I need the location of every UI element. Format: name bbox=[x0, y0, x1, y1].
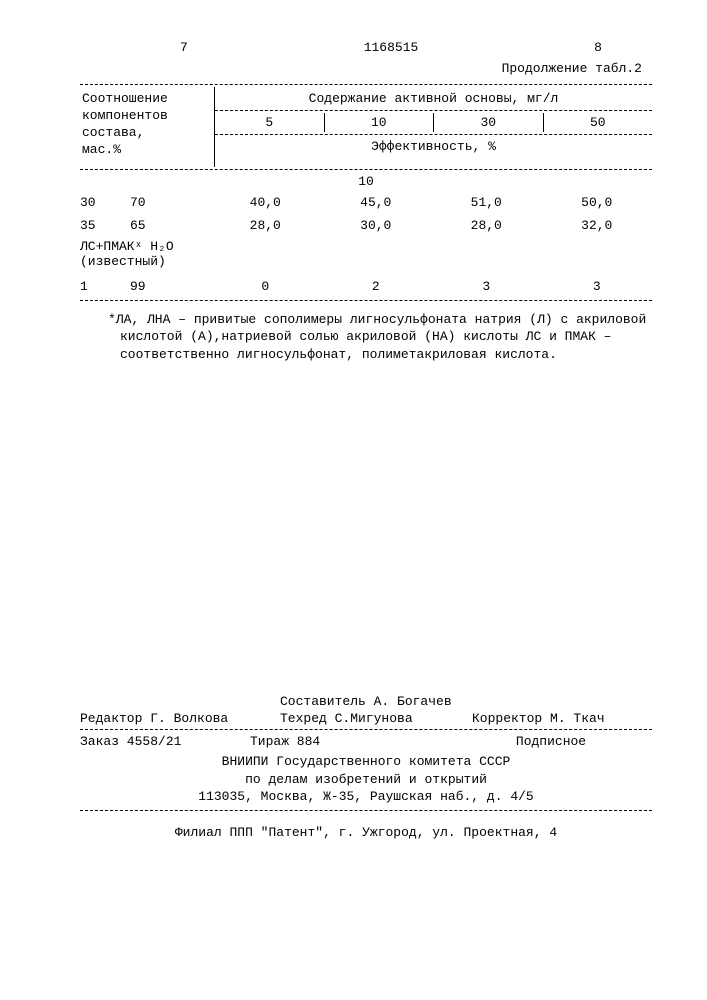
sub-l1: ЛС+ПМАКˣ H₂O bbox=[80, 239, 174, 254]
footnote-text: *ЛА, ЛНА – привитые сополимеры лигносуль… bbox=[108, 312, 646, 362]
compiler: Составитель А. Богачев bbox=[280, 694, 472, 709]
order: Заказ 4558/21 bbox=[80, 734, 250, 749]
blank bbox=[80, 694, 280, 709]
spacer bbox=[80, 363, 652, 693]
credits-block: Составитель А. Богачев Редактор Г. Волко… bbox=[80, 693, 652, 840]
col-row: 5 10 30 50 bbox=[215, 113, 652, 132]
org-l1: ВНИИПИ Государственного комитета СССР bbox=[222, 754, 511, 769]
cell: 40,0 bbox=[210, 195, 321, 210]
publisher: Филиал ППП "Патент", г. Ужгород, ул. Про… bbox=[80, 813, 652, 840]
cell: 30,0 bbox=[321, 218, 432, 233]
table-row: 1 99 0 2 3 3 bbox=[80, 275, 652, 298]
credits-row: Составитель А. Богачев bbox=[80, 693, 652, 710]
sub-label: ЛС+ПМАКˣ H₂O (известный) bbox=[80, 237, 652, 275]
cell: 99 bbox=[130, 279, 210, 294]
table-row: 35 65 28,0 30,0 28,0 32,0 bbox=[80, 214, 652, 237]
org-l3: 113035, Москва, Ж-35, Раушская наб., д. … bbox=[198, 789, 533, 804]
credits-row: Редактор Г. Волкова Техред С.Мигунова Ко… bbox=[80, 710, 652, 727]
rule bbox=[215, 110, 652, 111]
corrector: Корректор М. Ткач bbox=[472, 711, 652, 726]
eff-sub: 10 bbox=[80, 172, 652, 191]
cell: 35 bbox=[80, 218, 130, 233]
subscription: Подписное bbox=[450, 734, 652, 749]
cell: 28,0 bbox=[431, 218, 542, 233]
lh-l1: Соотношение bbox=[82, 91, 168, 106]
cell: 3 bbox=[542, 279, 653, 294]
lh-l3: состава, bbox=[82, 125, 144, 140]
doc-number: 1168515 bbox=[364, 40, 419, 55]
cell: 1 bbox=[80, 279, 130, 294]
page-right: 8 bbox=[594, 40, 602, 55]
sub-l2: (известный) bbox=[80, 254, 166, 269]
rule bbox=[80, 810, 652, 811]
techred: Техред С.Мигунова bbox=[280, 711, 472, 726]
table-header: Соотношение компонентов состава, мас.% С… bbox=[80, 87, 652, 167]
page-left: 7 bbox=[180, 40, 188, 55]
left-header: Соотношение компонентов состава, мас.% bbox=[80, 87, 215, 167]
lh-l4: мас.% bbox=[82, 142, 121, 157]
footnote: *ЛА, ЛНА – привитые сополимеры лигносуль… bbox=[80, 303, 652, 364]
col-header: 30 bbox=[433, 113, 543, 132]
org-l2: по делам изобретений и открытий bbox=[245, 772, 487, 787]
cell: 32,0 bbox=[542, 218, 653, 233]
cell: 51,0 bbox=[431, 195, 542, 210]
tirage: Тираж 884 bbox=[250, 734, 450, 749]
col-header: 5 bbox=[215, 113, 324, 132]
credits-row: Заказ 4558/21 Тираж 884 Подписное bbox=[80, 732, 652, 751]
rule bbox=[80, 729, 652, 730]
col-header: 10 bbox=[324, 113, 434, 132]
rule bbox=[80, 84, 652, 85]
col-header: 50 bbox=[543, 113, 653, 132]
cell: 50,0 bbox=[542, 195, 653, 210]
cell: 30 bbox=[80, 195, 130, 210]
blank bbox=[472, 694, 652, 709]
header-row: 7 1168515 8 bbox=[80, 40, 652, 55]
continuation-label: Продолжение табл.2 bbox=[80, 61, 652, 76]
rule bbox=[215, 134, 652, 135]
lh-l2: компонентов bbox=[82, 108, 168, 123]
cell: 28,0 bbox=[210, 218, 321, 233]
table-row: 30 70 40,0 45,0 51,0 50,0 bbox=[80, 191, 652, 214]
cell: 2 bbox=[321, 279, 432, 294]
page-root: 7 1168515 8 Продолжение табл.2 Соотношен… bbox=[0, 0, 707, 1000]
org-block: ВНИИПИ Государственного комитета СССР по… bbox=[80, 751, 652, 808]
right-header: Содержание активной основы, мг/л 5 10 30… bbox=[215, 87, 652, 167]
eff-label: Эффективность, % bbox=[215, 137, 652, 156]
rule bbox=[80, 169, 652, 170]
editor: Редактор Г. Волкова bbox=[80, 711, 280, 726]
table-2: Соотношение компонентов состава, мас.% С… bbox=[80, 84, 652, 363]
cell: 0 bbox=[210, 279, 321, 294]
cell: 45,0 bbox=[321, 195, 432, 210]
cell: 70 bbox=[130, 195, 210, 210]
right-title: Содержание активной основы, мг/л bbox=[215, 87, 652, 108]
cell: 3 bbox=[431, 279, 542, 294]
cell: 65 bbox=[130, 218, 210, 233]
rule bbox=[80, 300, 652, 301]
